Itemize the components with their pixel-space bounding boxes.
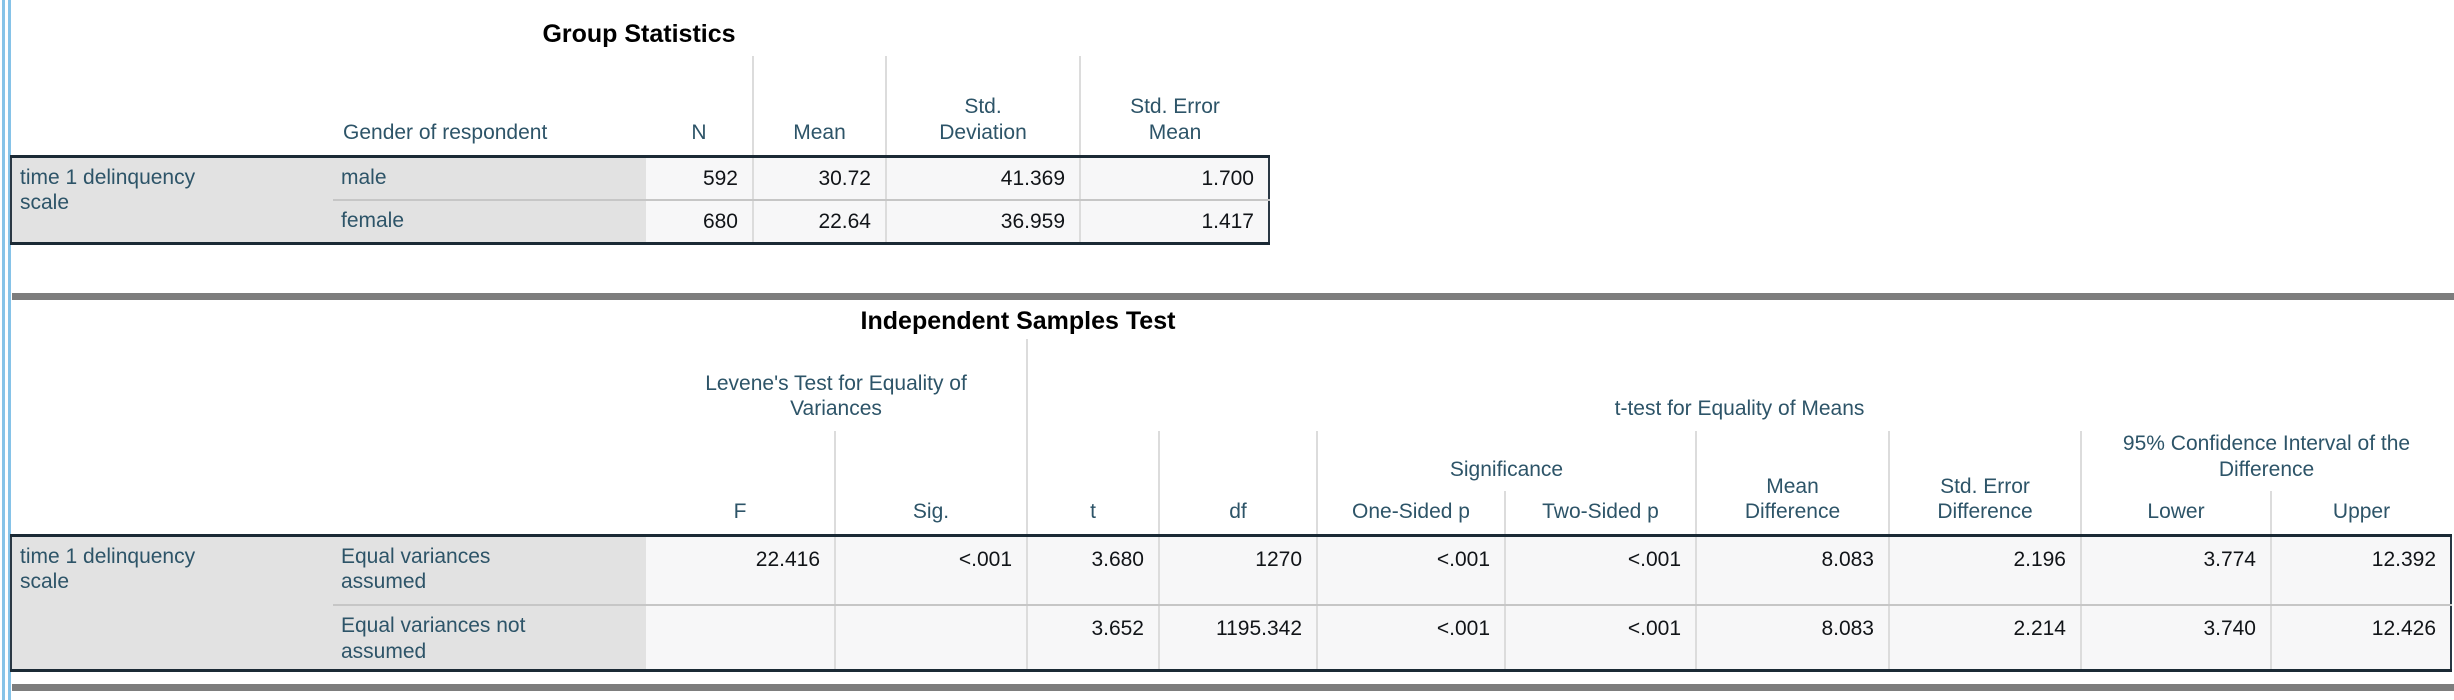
col-header-mean: Mean [752,56,886,158]
col-header-gender: Gender of respondent [333,56,646,158]
table-title: Group Statistics [542,19,736,48]
table-title: Independent Samples Test [860,306,1176,335]
cell-female-mean: 22.64 [752,200,886,245]
cell-f: 22.416 [646,535,835,607]
col-header-lower: Lower [2080,491,2271,537]
cell-df: 1195.342 [1158,605,1317,673]
span-header-levene: Levene's Test for Equality of Variances [646,339,1027,431]
cell-std-error-difference: 2.196 [1888,535,2081,607]
col-header-one-sided-p: One-Sided p [1316,491,1505,537]
cell-female-n: 680 [646,200,753,245]
cell-f [646,605,835,673]
row-label: time 1 delinquency scale [10,535,333,673]
selection-indicator-line [2,0,5,700]
group-statistics-table[interactable]: Group Statistics Gender of respondent N … [10,12,1270,245]
cell-sig [834,605,1027,673]
cell-male-n: 592 [646,156,753,201]
span-header-ttest: t-test for Equality of Means [1025,339,2452,431]
cell-sig: <.001 [834,535,1027,607]
cell-mean-difference: 8.083 [1695,535,1889,607]
output-object-separator [12,684,2454,691]
cell-upper: 12.426 [2269,605,2453,673]
col-header-sig: Sig. [834,491,1027,537]
selection-indicator-line [8,0,11,700]
cell-df: 1270 [1158,535,1317,607]
col-header-std-error-mean: Std. Error Mean [1079,56,1269,158]
output-object-separator [12,293,2454,300]
cell-lower: 3.774 [2080,535,2271,607]
row-label-male: male [333,156,646,201]
table-row: Equal variances not assumed 3.652 1195.3… [11,605,2453,673]
cell-std-error-difference: 2.214 [1888,605,2081,673]
cell-female-std-deviation: 36.959 [885,200,1080,245]
table-row: time 1 delinquency scale male 592 30.72 … [10,156,1270,245]
row-label-equal-variances-not-assumed: Equal variances not assumed [333,605,646,673]
cell-t: 3.652 [1026,605,1159,673]
spacer-cell [646,431,835,492]
span-header-significance: Significance [1316,431,1696,492]
col-header-mean-difference: Mean Difference [1695,431,1889,537]
cell-upper: 12.392 [2269,535,2453,607]
cell-lower: 3.740 [2080,605,2271,673]
cell-one-sided-p: <.001 [1316,605,1505,673]
col-header-upper: Upper [2269,491,2452,537]
cell-t: 3.680 [1026,535,1159,607]
table-row: female 680 22.64 36.959 1.417 [11,200,1270,245]
corner-cell [11,339,646,537]
col-header-std-error-difference: Std. Error Difference [1888,431,2081,537]
row-label: time 1 delinquency scale [10,156,333,245]
col-header-n: N [646,56,753,158]
spacer-cell [834,431,1027,492]
col-header-t: t [1026,431,1159,537]
span-header-confidence-interval: 95% Confidence Interval of the Differenc… [2079,431,2452,492]
cell-two-sided-p: <.001 [1504,535,1696,607]
corner-cell [11,56,333,158]
cell-two-sided-p: <.001 [1504,605,1696,673]
cell-male-std-deviation: 41.369 [885,156,1080,201]
col-header-std-deviation: Std. Deviation [885,56,1080,158]
col-header-f: F [646,491,835,537]
col-header-df: df [1158,431,1317,537]
row-label-female: female [333,200,646,245]
cell-male-std-error-mean: 1.700 [1079,156,1270,201]
row-label-equal-variances-assumed: Equal variances assumed [333,535,646,607]
independent-samples-test-table[interactable]: Independent Samples Test Levene's Test f… [10,303,2453,673]
col-header-two-sided-p: Two-Sided p [1504,491,1696,537]
table-row: time 1 delinquency scale Equal variances… [10,535,2453,673]
cell-male-mean: 30.72 [752,156,886,201]
cell-mean-difference: 8.083 [1695,605,1889,673]
cell-female-std-error-mean: 1.417 [1079,200,1270,245]
cell-one-sided-p: <.001 [1316,535,1505,607]
